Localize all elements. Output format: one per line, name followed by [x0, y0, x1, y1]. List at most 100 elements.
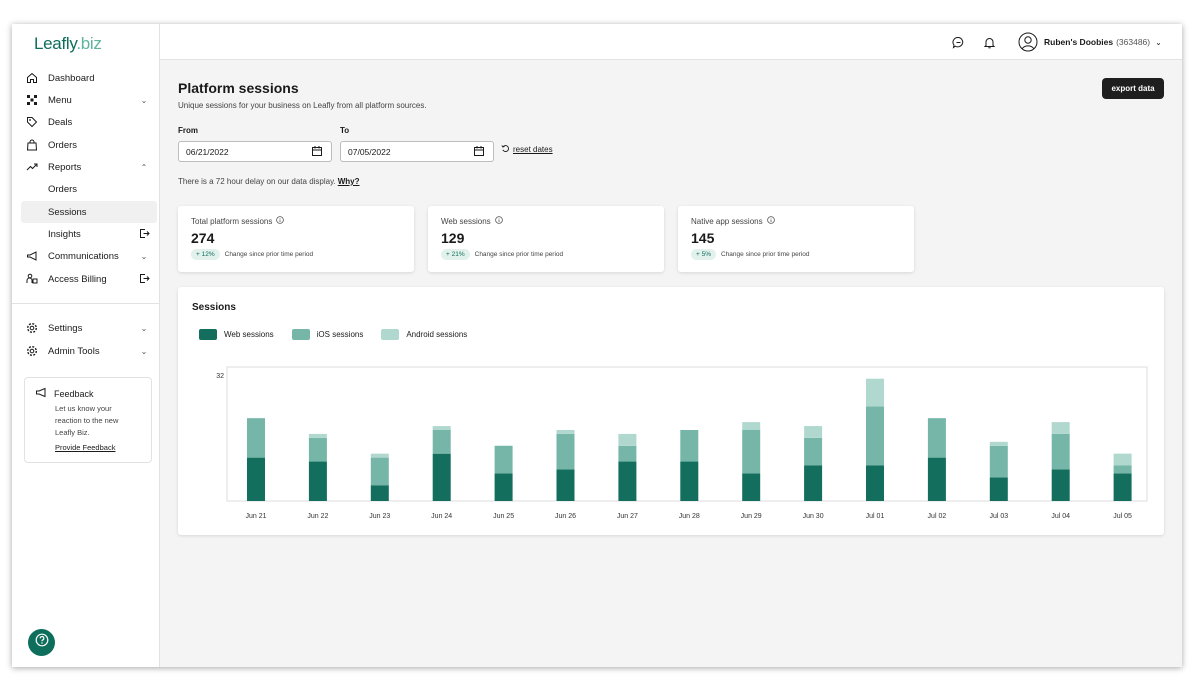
info-icon[interactable]	[494, 216, 503, 226]
bar-segment-ios[interactable]	[927, 418, 946, 458]
sidebar: Leafly.biz Dashboard Menu ⌄ Deals Orders…	[12, 24, 160, 667]
info-icon[interactable]	[766, 216, 775, 226]
calendar-icon[interactable]	[473, 145, 485, 159]
x-tick-label: Jul 03	[989, 513, 1008, 520]
chevron-down-icon: ⌄	[1155, 37, 1162, 47]
bar-segment-ios[interactable]	[1051, 433, 1070, 470]
change-text: Change since prior time period	[474, 251, 564, 258]
bar-segment-ios[interactable]	[494, 445, 513, 474]
why-link[interactable]: Why?	[337, 177, 360, 186]
bar-segment-ios[interactable]	[680, 429, 699, 462]
megaphone-icon	[35, 387, 47, 400]
from-date-field[interactable]: 06/21/2022	[178, 141, 332, 162]
export-data-button[interactable]: export data	[1102, 78, 1164, 99]
bar-segment-ios[interactable]	[1113, 465, 1132, 474]
bar-segment-android[interactable]	[370, 453, 389, 458]
bar-segment-web[interactable]	[556, 469, 575, 501]
bar-segment-ios[interactable]	[742, 429, 761, 474]
bar-segment-web[interactable]	[432, 453, 451, 501]
sidebar-divider	[12, 303, 160, 304]
bar-segment-web[interactable]	[308, 461, 327, 501]
sidebar-item-dashboard[interactable]: Dashboard	[21, 67, 157, 89]
bar-segment-web[interactable]	[680, 461, 699, 501]
sessions-chart: 32 Jun 21 Jun 22 Jun 23 Jun 24 Jun 25 Jun 26 Ju…	[216, 366, 1148, 520]
bar-segment-ios[interactable]	[247, 418, 265, 458]
reset-dates-label: reset dates	[513, 145, 553, 154]
bar-segment-android[interactable]	[742, 422, 761, 430]
bar-segment-web[interactable]	[494, 473, 513, 501]
sidebar-item-communications[interactable]: Communications ⌄	[21, 245, 157, 267]
bar-segment-ios[interactable]	[866, 406, 884, 466]
bar-segment-ios[interactable]	[804, 437, 823, 466]
bar-segment-android[interactable]	[308, 433, 327, 438]
bar-segment-ios[interactable]	[989, 445, 1008, 478]
bar-segment-ios[interactable]	[432, 429, 451, 454]
sidebar-item-reports[interactable]: Reports ⌃	[21, 156, 157, 178]
legend-swatch-android	[381, 329, 400, 340]
help-button[interactable]	[28, 629, 55, 656]
sidebar-item-admin-tools[interactable]: Admin Tools ⌄	[21, 340, 157, 362]
bar-segment-web[interactable]	[804, 465, 823, 501]
bar-segment-android[interactable]	[989, 441, 1008, 446]
sidebar-item-menu[interactable]: Menu ⌄	[21, 89, 157, 111]
bar-segment-android[interactable]	[1113, 453, 1132, 466]
legend-item-android[interactable]: Android sessions	[381, 329, 467, 340]
leafly-biz-logo[interactable]: Leafly.biz	[34, 34, 102, 54]
feedback-body: Let us know your reaction to the new Lea…	[55, 404, 119, 437]
top-bar: Ruben's Doobies (363486) ⌄	[160, 24, 1182, 60]
trend-icon	[25, 160, 39, 174]
bar-segment-ios[interactable]	[308, 437, 327, 462]
bar-segment-web[interactable]	[247, 457, 265, 501]
provide-feedback-link[interactable]: Provide Feedback	[55, 443, 116, 452]
bar-segment-web[interactable]	[927, 457, 946, 501]
sidebar-item-settings[interactable]: Settings ⌄	[21, 317, 157, 339]
bar-segment-web[interactable]	[866, 465, 884, 501]
chevron-down-icon: ⌄	[140, 95, 148, 105]
sidebar-item-reports-orders[interactable]: Orders	[21, 178, 157, 200]
feedback-title: Feedback	[54, 388, 94, 399]
app-window: Leafly.biz Dashboard Menu ⌄ Deals Orders…	[12, 24, 1182, 667]
sidebar-item-orders[interactable]: Orders	[21, 134, 157, 156]
y-tick-label: 32	[216, 373, 224, 380]
x-tick-label: Jun 22	[307, 513, 328, 520]
account-menu[interactable]: Ruben's Doobies (363486) ⌄	[1018, 32, 1162, 52]
stat-value: 129	[441, 230, 465, 246]
bar-segment-web[interactable]	[618, 461, 637, 501]
sidebar-item-deals[interactable]: Deals	[21, 111, 157, 133]
chat-icon[interactable]	[950, 34, 966, 50]
help-icon	[35, 633, 49, 652]
notification-bell-icon[interactable]	[981, 34, 997, 50]
bar-segment-web[interactable]	[742, 473, 761, 501]
bar-segment-web[interactable]	[989, 477, 1008, 501]
bar-segment-ios[interactable]	[556, 433, 575, 470]
sidebar-item-access-billing[interactable]: Access Billing	[21, 268, 157, 290]
to-date-value: 07/05/2022	[348, 146, 391, 157]
chart-legend: Web sessions iOS sessions Android sessio…	[199, 329, 485, 340]
sidebar-item-insights[interactable]: Insights	[21, 223, 157, 245]
sidebar-item-sessions[interactable]: Sessions	[21, 201, 157, 223]
info-icon[interactable]	[276, 216, 285, 226]
tag-icon	[25, 115, 39, 129]
calendar-icon[interactable]	[311, 145, 323, 159]
legend-item-web[interactable]: Web sessions	[199, 329, 274, 340]
x-tick-label: Jun 26	[555, 513, 576, 520]
bar-segment-android[interactable]	[866, 378, 884, 407]
chevron-down-icon: ⌄	[140, 251, 148, 261]
bar-segment-android[interactable]	[432, 426, 451, 430]
to-date-field[interactable]: 07/05/2022	[340, 141, 494, 162]
bar-segment-ios[interactable]	[618, 445, 637, 462]
bar-segment-web[interactable]	[1051, 469, 1070, 501]
bar-segment-web[interactable]	[370, 485, 389, 501]
bar-segment-ios[interactable]	[370, 457, 389, 486]
bar-segment-android[interactable]	[804, 426, 823, 438]
legend-item-ios[interactable]: iOS sessions	[291, 329, 363, 340]
stat-card-web: Web sessions 129 + 21% Change since prior…	[428, 206, 664, 272]
bar-segment-android[interactable]	[556, 429, 575, 434]
sidebar-item-label: Access Billing	[48, 273, 107, 285]
bar-segment-android[interactable]	[1051, 422, 1070, 434]
bar-segment-android[interactable]	[618, 433, 637, 446]
legend-swatch-ios	[291, 329, 310, 340]
bar-segment-web[interactable]	[1113, 473, 1132, 501]
sidebar-item-label: Sessions	[48, 206, 87, 218]
reset-dates-link[interactable]: reset dates	[501, 144, 553, 155]
